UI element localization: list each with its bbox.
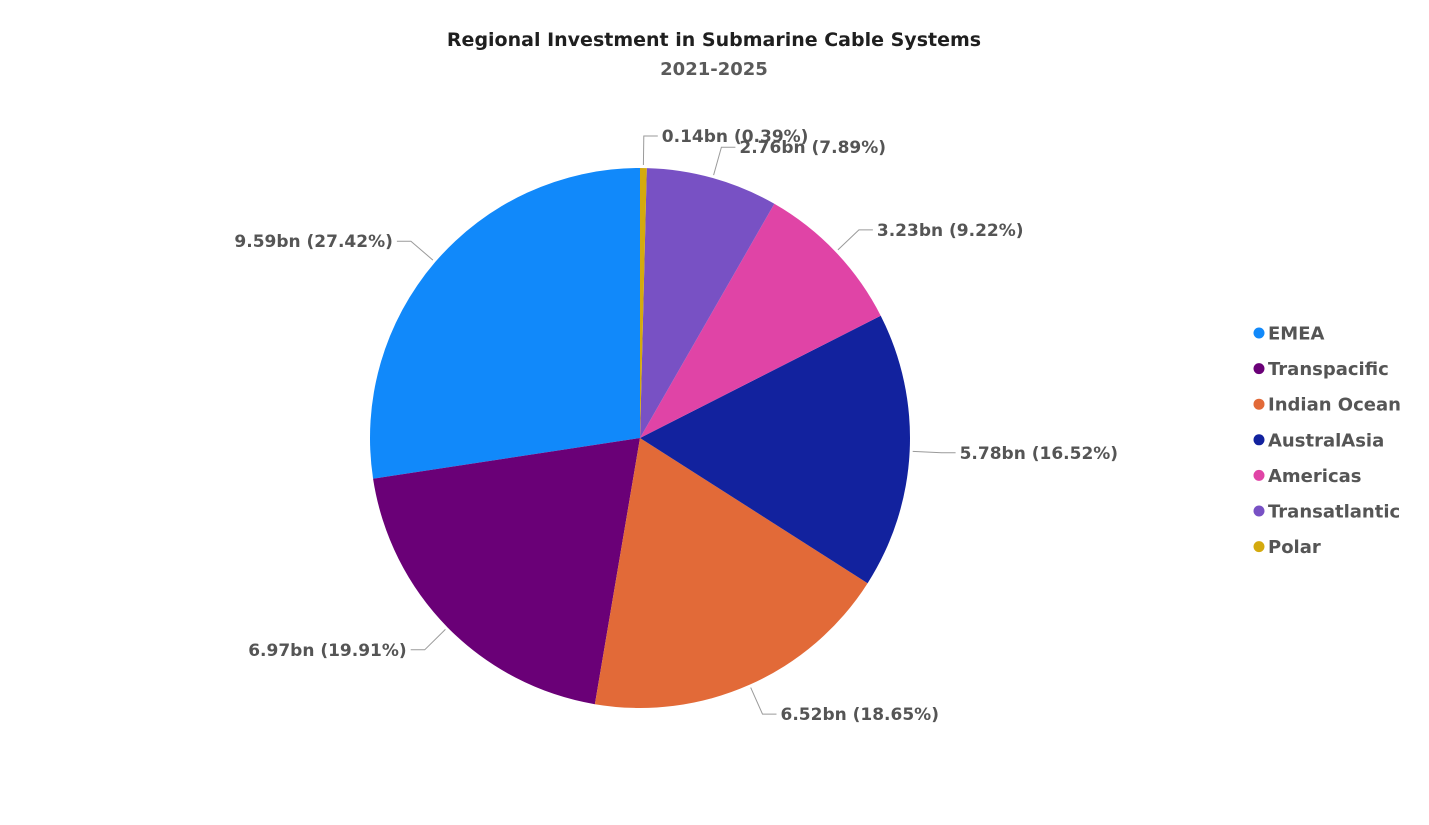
chart-subtitle: 2021-2025 <box>660 59 768 80</box>
data-label-transpacific: 6.97bn (19.91%) <box>248 641 406 661</box>
pie-slice-australasia <box>640 315 911 584</box>
pie-slice-emea <box>369 168 640 479</box>
leader-line-transpacific <box>410 629 446 651</box>
pie-slice-transatlantic <box>640 168 775 438</box>
pie-slice-polar <box>640 168 647 438</box>
data-label-indian-ocean: 6.52bn (18.65%) <box>781 705 939 725</box>
leader-line-americas <box>837 229 873 251</box>
data-labels: 9.59bn (27.42%) 6.97bn (19.91%) 6.52bn (18… <box>234 127 1118 725</box>
leader-line-australasia <box>912 450 956 454</box>
data-label-emea: 9.59bn (27.42%) <box>234 232 392 252</box>
legend-label-polar: Polar <box>1268 537 1321 558</box>
leader-line-transatlantic <box>713 146 736 176</box>
legend-marker-americas <box>1253 469 1265 481</box>
legend-marker-polar <box>1253 541 1265 553</box>
pie-slice-americas <box>640 203 881 438</box>
legend-marker-transatlantic <box>1253 505 1265 517</box>
legend-marker-emea <box>1253 327 1265 339</box>
legend-marker-australasia <box>1253 434 1265 446</box>
chart-title: Regional Investment in Submarine Cable S… <box>447 29 981 51</box>
pie-slices <box>369 168 911 708</box>
pie-slice-transpacific <box>373 438 640 705</box>
leader-line-indian-ocean <box>750 687 777 715</box>
pie-slice-indian-ocean <box>594 438 868 708</box>
legend: EMEA Transpacific Indian Ocean AustralAsia A… <box>1253 324 1401 558</box>
leader-line-polar <box>642 135 658 166</box>
legend-marker-transpacific <box>1253 363 1265 375</box>
data-label-transatlantic: 2.76bn (7.89%) <box>739 138 886 158</box>
legend-marker-indian-ocean <box>1253 398 1265 410</box>
legend-label-americas: Americas <box>1268 466 1361 487</box>
legend-label-transpacific: Transpacific <box>1268 359 1389 380</box>
legend-label-transatlantic: Transatlantic <box>1268 502 1400 523</box>
leader-line-emea <box>396 240 434 261</box>
data-label-americas: 3.23bn (9.22%) <box>877 221 1024 241</box>
data-label-polar: 0.14bn (0.39%) <box>662 127 809 147</box>
legend-label-indian-ocean: Indian Ocean <box>1268 395 1401 416</box>
legend-label-emea: EMEA <box>1268 324 1325 345</box>
legend-label-australasia: AustralAsia <box>1268 430 1384 451</box>
data-label-australasia: 5.78bn (16.52%) <box>960 444 1118 464</box>
